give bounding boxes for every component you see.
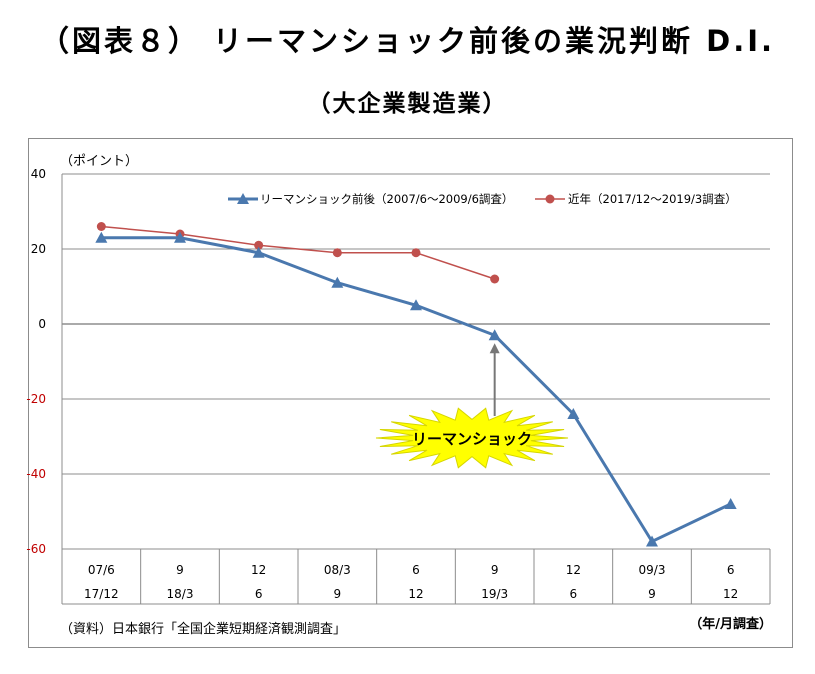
y-tick-label: -20 xyxy=(26,392,46,406)
x-tick-label: 08/3 xyxy=(324,563,351,577)
data-point-triangle xyxy=(724,498,737,509)
data-point-triangle xyxy=(646,535,658,547)
page-title: （図表８） リーマンショック前後の業況判断 D.I. xyxy=(39,24,776,58)
source-note: （資料）日本銀行「全国企業短期経済観測調査」 xyxy=(60,621,346,637)
starburst-callout xyxy=(375,407,569,469)
legend-marker-triangle xyxy=(237,193,249,204)
x-tick-label-secondary: 9 xyxy=(648,587,656,601)
data-point-triangle xyxy=(252,246,265,258)
x-tick-label: 9 xyxy=(176,563,184,577)
annotation-label: リーマンショック xyxy=(412,430,532,448)
legend-label: 近年（2017/12～2019/3調査） xyxy=(568,192,737,206)
legend-marker-circle xyxy=(545,194,555,204)
legend-label: リーマンショック前後（2007/6～2009/6調査） xyxy=(260,192,513,206)
x-tick-label: 12 xyxy=(566,563,581,577)
y-tick-label: -40 xyxy=(26,467,46,481)
data-point-triangle xyxy=(95,231,108,243)
x-axis-label: （年/月調査） xyxy=(689,616,772,632)
legend: リーマンショック前後（2007/6～2009/6調査） 近年（2017/12～20… xyxy=(228,192,737,206)
x-tick-label: 09/3 xyxy=(639,563,666,577)
x-tick-label-secondary: 19/3 xyxy=(481,587,508,601)
data-point-circle xyxy=(254,240,264,250)
page-subtitle: （大企業製造業） xyxy=(307,91,508,117)
chart-frame xyxy=(28,138,793,648)
x-tick-label-secondary: 9 xyxy=(334,587,342,601)
y-tick-label: 0 xyxy=(38,317,46,331)
data-point-circle xyxy=(411,248,421,258)
series-line xyxy=(101,225,495,280)
data-point-triangle xyxy=(410,299,422,311)
data-point-circle xyxy=(96,222,106,231)
data-point-circle xyxy=(332,248,342,258)
x-tick-label-secondary: 17/12 xyxy=(84,587,119,601)
data-point-circle xyxy=(490,274,500,284)
x-tick-label-secondary: 6 xyxy=(255,587,263,601)
series-line xyxy=(101,236,732,544)
y-tick-label: 20 xyxy=(31,242,46,256)
y-axis-label: （ポイント） xyxy=(60,154,138,169)
x-tick-label: 6 xyxy=(727,563,735,577)
x-tick-label: 6 xyxy=(412,563,420,577)
y-axis: 40 20 0 -20 -40 -60 xyxy=(26,167,46,556)
gridlines xyxy=(61,173,770,604)
x-tick-label: 9 xyxy=(491,563,499,577)
x-tick-label: 07/6 xyxy=(88,563,115,577)
y-tick-label: -60 xyxy=(26,542,46,556)
x-tick-label-secondary: 6 xyxy=(570,587,578,601)
data-point-triangle xyxy=(488,329,501,341)
data-point-triangle xyxy=(174,231,186,243)
x-tick-label-secondary: 12 xyxy=(723,587,738,601)
y-tick-label: 40 xyxy=(31,167,46,181)
series-lines xyxy=(95,222,737,547)
arrow-head xyxy=(489,343,500,354)
data-point-triangle xyxy=(331,276,344,288)
data-point-triangle xyxy=(567,408,580,419)
annotation: リーマンショック xyxy=(375,343,569,469)
x-tick-label-secondary: 18/3 xyxy=(167,587,194,601)
x-tick-label: 12 xyxy=(251,563,266,577)
x-axis-table: 07/6 9 12 08/3 6 9 12 09/3 6 17/12 18/3 6 9 12 19/3 6 9 1… xyxy=(61,549,771,605)
x-tick-label-secondary: 12 xyxy=(408,587,423,601)
